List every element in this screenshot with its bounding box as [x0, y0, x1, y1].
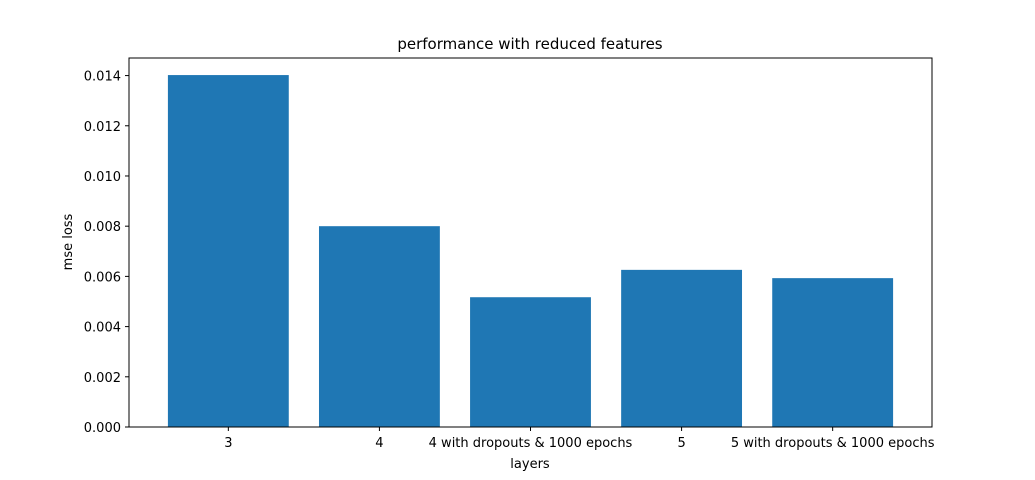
- bar-4: [772, 278, 894, 427]
- bars-group: [167, 75, 894, 427]
- y-tick-label-1: 0.002: [84, 371, 121, 386]
- y-axis-label: mse loss: [61, 213, 76, 270]
- y-tick-label-0: 0.000: [84, 421, 121, 436]
- plot-area-frame: [128, 57, 933, 428]
- y-tick-label-5: 0.010: [84, 170, 121, 185]
- x-ticks-group: 3 4 4 with dropouts & 1000 epochs 5 5 with d…: [224, 427, 935, 451]
- bar-2: [470, 297, 591, 427]
- y-tick-label-7: 0.014: [84, 70, 121, 85]
- x-tick-label-2: 4 with dropouts & 1000 epochs: [429, 436, 633, 451]
- bar-1: [318, 226, 440, 427]
- bar-0: [167, 75, 289, 427]
- y-tick-label-3: 0.006: [84, 270, 121, 285]
- x-tick-label-1: 4: [375, 436, 383, 451]
- x-axis-label: layers: [510, 457, 550, 472]
- bar-3: [621, 269, 743, 427]
- y-tick-label-2: 0.004: [84, 321, 121, 336]
- y-tick-label-4: 0.008: [84, 220, 121, 235]
- x-tick-label-3: 5: [677, 436, 685, 451]
- x-tick-label-0: 3: [224, 436, 232, 451]
- x-tick-label-4: 5 with dropouts & 1000 epochs: [731, 436, 935, 451]
- y-ticks-group: 0.000 0.002 0.004 0.006 0.008 0.010 0.012 0.014: [84, 70, 129, 436]
- y-tick-label-6: 0.012: [84, 120, 121, 135]
- chart-title: performance with reduced features: [397, 35, 662, 53]
